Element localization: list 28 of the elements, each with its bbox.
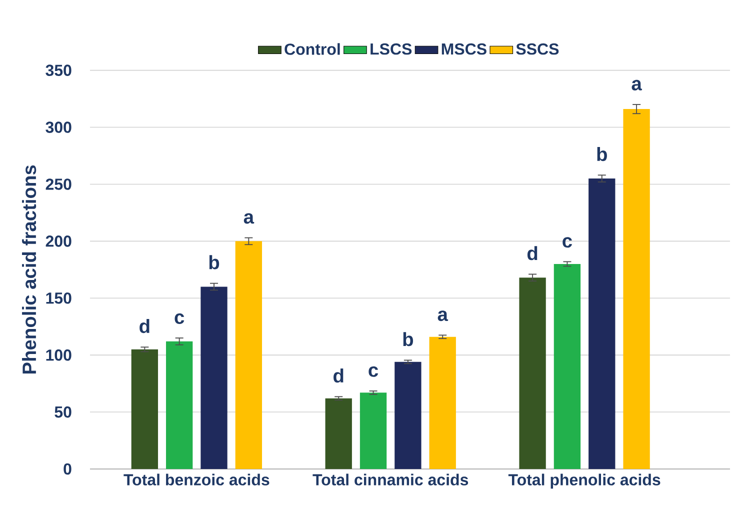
data-label: a xyxy=(244,213,254,224)
legend-label: MSCS xyxy=(442,43,486,55)
x-tick-label: Total benzoic acids xyxy=(124,474,270,486)
data-label: d xyxy=(527,246,538,260)
data-label: d xyxy=(334,368,344,383)
data-label: b xyxy=(597,146,607,162)
y-tick-label: 300 xyxy=(46,122,72,133)
y-tick-label: 0 xyxy=(64,463,72,475)
y-tick-label: 150 xyxy=(46,292,72,304)
y-tick-label: 350 xyxy=(46,64,72,76)
y-tick-label: 200 xyxy=(46,236,72,247)
data-label: b xyxy=(403,332,414,346)
legend-label: Control xyxy=(284,43,340,55)
y-tick-label: 250 xyxy=(46,178,72,190)
data-label: c xyxy=(174,313,184,324)
data-label: a xyxy=(438,310,448,322)
y-axis-title: Phenolic acid fractions xyxy=(22,165,36,374)
y-tick-label: 50 xyxy=(54,406,72,418)
data-label: a xyxy=(632,80,642,90)
data-label: b xyxy=(209,255,220,270)
legend-label: SSCS xyxy=(516,43,559,55)
y-tick-label: 100 xyxy=(46,349,72,361)
legend-label: LSCS xyxy=(370,43,412,55)
data-label: c xyxy=(368,366,378,377)
x-tick-label: Total phenolic acids xyxy=(508,474,660,489)
data-label: d xyxy=(140,318,150,334)
data-label: c xyxy=(562,237,572,248)
x-tick-label: Total cinnamic acids xyxy=(312,474,468,486)
